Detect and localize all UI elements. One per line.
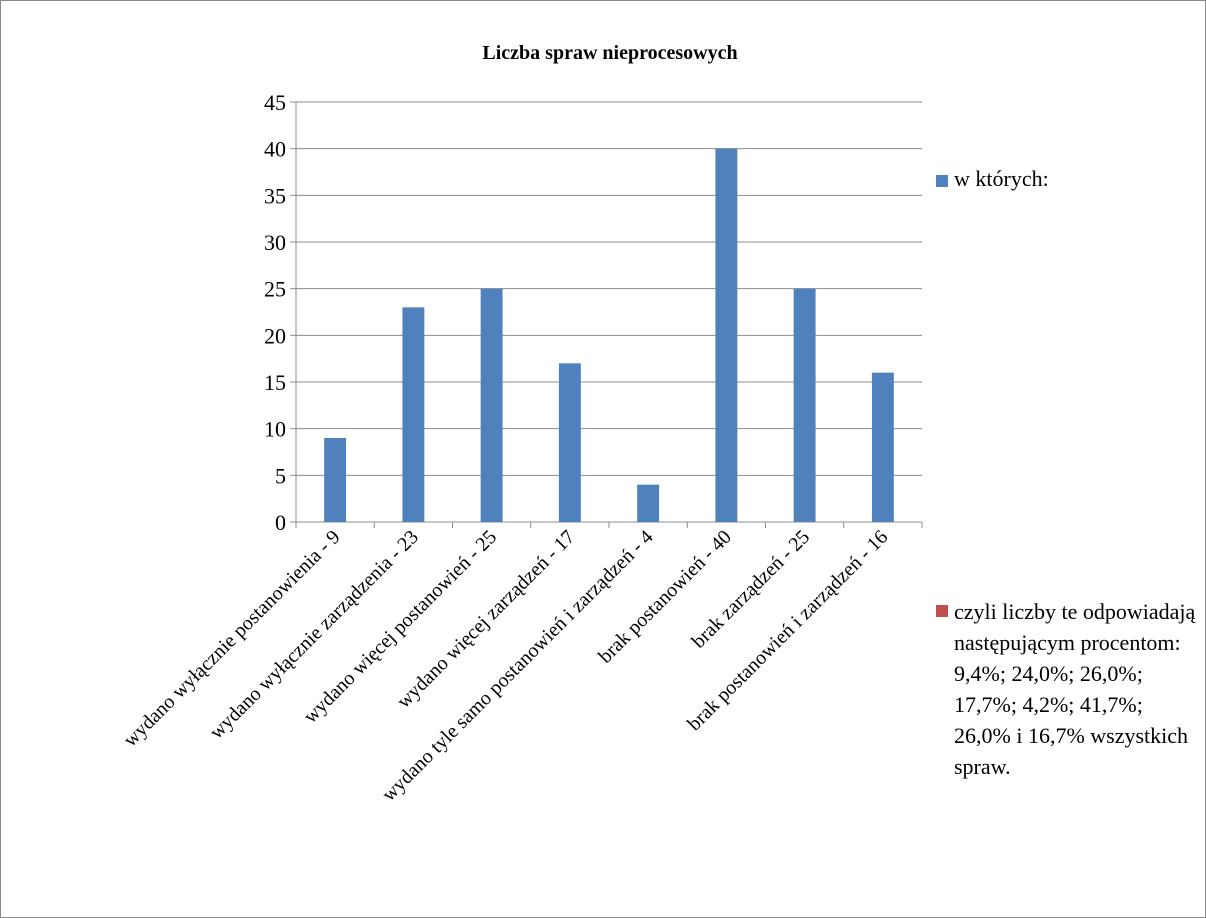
bar <box>558 363 581 522</box>
chart-title: Liczba spraw nieprocesowych <box>482 42 737 64</box>
y-tick-label: 35 <box>264 183 286 208</box>
y-tick-label: 5 <box>275 463 286 488</box>
bar <box>715 148 738 522</box>
bar <box>324 438 347 522</box>
y-tick-label: 10 <box>264 417 286 442</box>
legend-entry-series-1: w których: <box>936 166 1049 192</box>
bar <box>871 372 894 522</box>
y-tick-label: 20 <box>264 323 286 348</box>
legend-swatch-series-2 <box>936 605 948 617</box>
y-tick-label: 25 <box>264 277 286 302</box>
legend-swatch-series-1 <box>936 174 948 187</box>
y-tick-label: 40 <box>264 137 286 162</box>
legend-label-series-2: czyli liczby te odpowiadają następującym… <box>954 599 1196 779</box>
bar <box>637 484 660 522</box>
y-tick-label: 30 <box>264 230 286 255</box>
bar <box>793 288 816 522</box>
legend-label-series-1: w których: <box>954 166 1049 191</box>
y-tick-label: 45 <box>264 90 286 115</box>
bar <box>402 307 425 522</box>
y-tick-label: 0 <box>275 510 286 535</box>
bar <box>480 288 503 522</box>
legend-entry-series-2: czyli liczby te odpowiadają następującym… <box>936 596 1202 782</box>
y-tick-label: 15 <box>264 370 286 395</box>
